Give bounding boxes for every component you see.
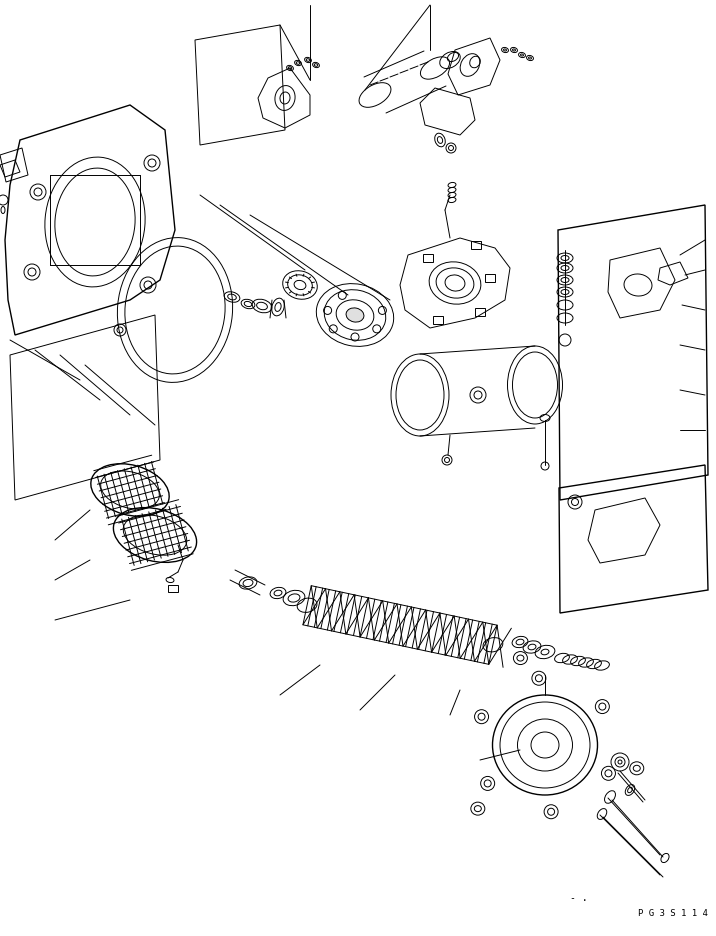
- Bar: [475, 308, 485, 316]
- Bar: [168, 585, 178, 592]
- Ellipse shape: [346, 308, 364, 322]
- Text: - .: - .: [570, 893, 588, 903]
- Bar: [471, 241, 481, 249]
- Text: P G 3 S 1 1 4: P G 3 S 1 1 4: [638, 909, 708, 918]
- Bar: [433, 316, 443, 324]
- Bar: [423, 254, 433, 262]
- Bar: [485, 274, 495, 282]
